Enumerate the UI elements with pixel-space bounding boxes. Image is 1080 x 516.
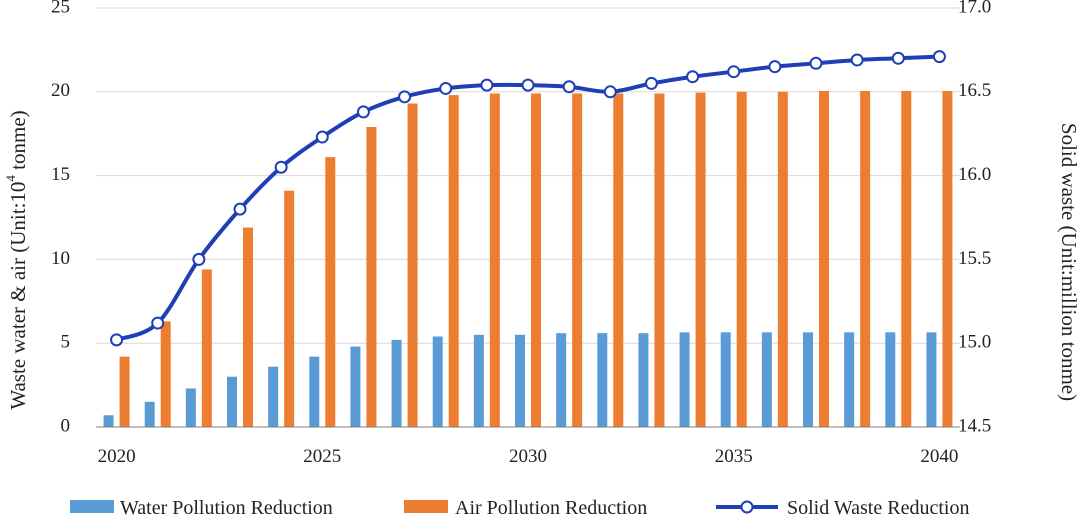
bar-water-2021: [144, 401, 155, 427]
point-solid-2027: [398, 90, 412, 104]
point-solid-2036: [768, 60, 782, 74]
bar-water-2037: [803, 332, 813, 427]
bar-air-2038: [860, 90, 871, 427]
point-solid-2037: [809, 56, 823, 70]
legend-label-air: Air Pollution Reduction: [455, 497, 647, 516]
bar-air-2031: [572, 93, 583, 427]
bar-water-2033: [638, 333, 649, 427]
bars: [103, 90, 953, 428]
bar-water-2040: [926, 332, 937, 427]
bar-air-2026: [366, 126, 377, 427]
bar-water-2031: [556, 333, 567, 427]
solid-waste-path: [115, 54, 940, 342]
bar-water-2026: [350, 346, 361, 427]
y-right-tick-label: 16.0: [958, 164, 991, 185]
bar-air-2040: [942, 90, 953, 427]
bar-air-2021: [160, 321, 171, 427]
x-tick-label: 2025: [303, 446, 341, 467]
point-solid-2020: [110, 333, 124, 347]
bar-air-2032: [613, 93, 624, 427]
y-left-tick-label: 20: [51, 80, 70, 101]
solid-waste-line: [110, 50, 946, 347]
bar-air-2039: [901, 90, 912, 427]
bar-water-2035: [720, 332, 731, 427]
bar-air-2027: [407, 103, 418, 428]
bar-air-2020: [119, 356, 130, 427]
bar-water-2027: [391, 339, 402, 427]
bar-water-2023: [227, 376, 237, 427]
point-solid-2029: [480, 78, 494, 92]
y-right-tick-label: 15.5: [958, 248, 991, 269]
y-left-axis-title: Waste water & air (Unit:104 tonme): [3, 110, 30, 409]
point-solid-2023: [233, 202, 247, 216]
bar-water-2034: [679, 332, 690, 427]
y-left-tick-label: 25: [51, 0, 70, 17]
point-solid-2026: [356, 105, 370, 119]
legend-swatch-water: [70, 500, 114, 513]
y-left-tick-label: 10: [51, 248, 70, 269]
bar-air-2034: [695, 92, 706, 427]
bar-air-2037: [819, 90, 829, 427]
y-right-tick-label: 17.0: [958, 0, 991, 17]
bar-water-2039: [885, 332, 896, 427]
bar-air-2030: [531, 93, 541, 427]
point-solid-2024: [274, 160, 288, 174]
y-right-axis-title: Solid waste (Unit:million tonme): [1057, 123, 1080, 401]
bar-air-2028: [448, 95, 459, 427]
bar-air-2033: [654, 93, 665, 427]
bar-water-2020: [103, 415, 114, 427]
point-solid-2033: [644, 76, 658, 90]
point-solid-2021: [151, 316, 165, 330]
bar-water-2036: [761, 332, 772, 427]
bar-air-2023: [243, 227, 253, 427]
y-right-tick-label: 16.5: [958, 80, 991, 101]
point-solid-2034: [686, 70, 700, 84]
bar-water-2028: [432, 336, 443, 427]
legend-marker-solid: [740, 500, 754, 514]
bar-water-2025: [309, 356, 320, 427]
y-left-tick-label: 0: [61, 415, 71, 436]
point-solid-2030: [521, 78, 535, 92]
point-solid-2039: [891, 51, 905, 65]
y-right-tick-label: 15.0: [958, 332, 991, 353]
bar-air-2029: [489, 93, 500, 427]
bar-water-2022: [185, 388, 196, 427]
bar-water-2030: [515, 334, 525, 427]
legend-swatch-air: [404, 500, 448, 513]
point-solid-2038: [850, 53, 864, 67]
bar-air-2036: [777, 91, 788, 428]
x-tick-label: 2035: [715, 446, 753, 467]
point-solid-2040: [932, 50, 946, 64]
point-solid-2022: [192, 252, 206, 266]
bar-water-2029: [473, 334, 484, 427]
bar-water-2024: [268, 366, 279, 427]
bar-air-2024: [284, 190, 295, 427]
legend: Water Pollution Reduction Air Pollution …: [70, 497, 969, 516]
x-tick-label: 2030: [509, 446, 547, 467]
legend-label-solid: Solid Waste Reduction: [787, 497, 969, 516]
bar-air-2022: [201, 269, 212, 427]
y-left-tick-label: 15: [51, 164, 70, 185]
bar-water-2032: [597, 333, 608, 427]
y-left-tick-label: 5: [61, 332, 71, 353]
y-right-tick-label: 14.5: [958, 415, 991, 436]
point-solid-2035: [727, 65, 741, 79]
point-solid-2031: [562, 80, 576, 94]
bar-air-2035: [736, 91, 747, 428]
grid-lines: [96, 7, 960, 344]
bar-air-2025: [325, 157, 336, 427]
x-tick-label: 2040: [920, 446, 958, 467]
point-solid-2032: [603, 85, 617, 99]
x-tick-label: 2020: [98, 446, 136, 467]
legend-label-water: Water Pollution Reduction: [120, 497, 333, 516]
bar-water-2038: [844, 332, 855, 427]
point-solid-2025: [315, 130, 329, 144]
point-solid-2028: [439, 81, 453, 95]
